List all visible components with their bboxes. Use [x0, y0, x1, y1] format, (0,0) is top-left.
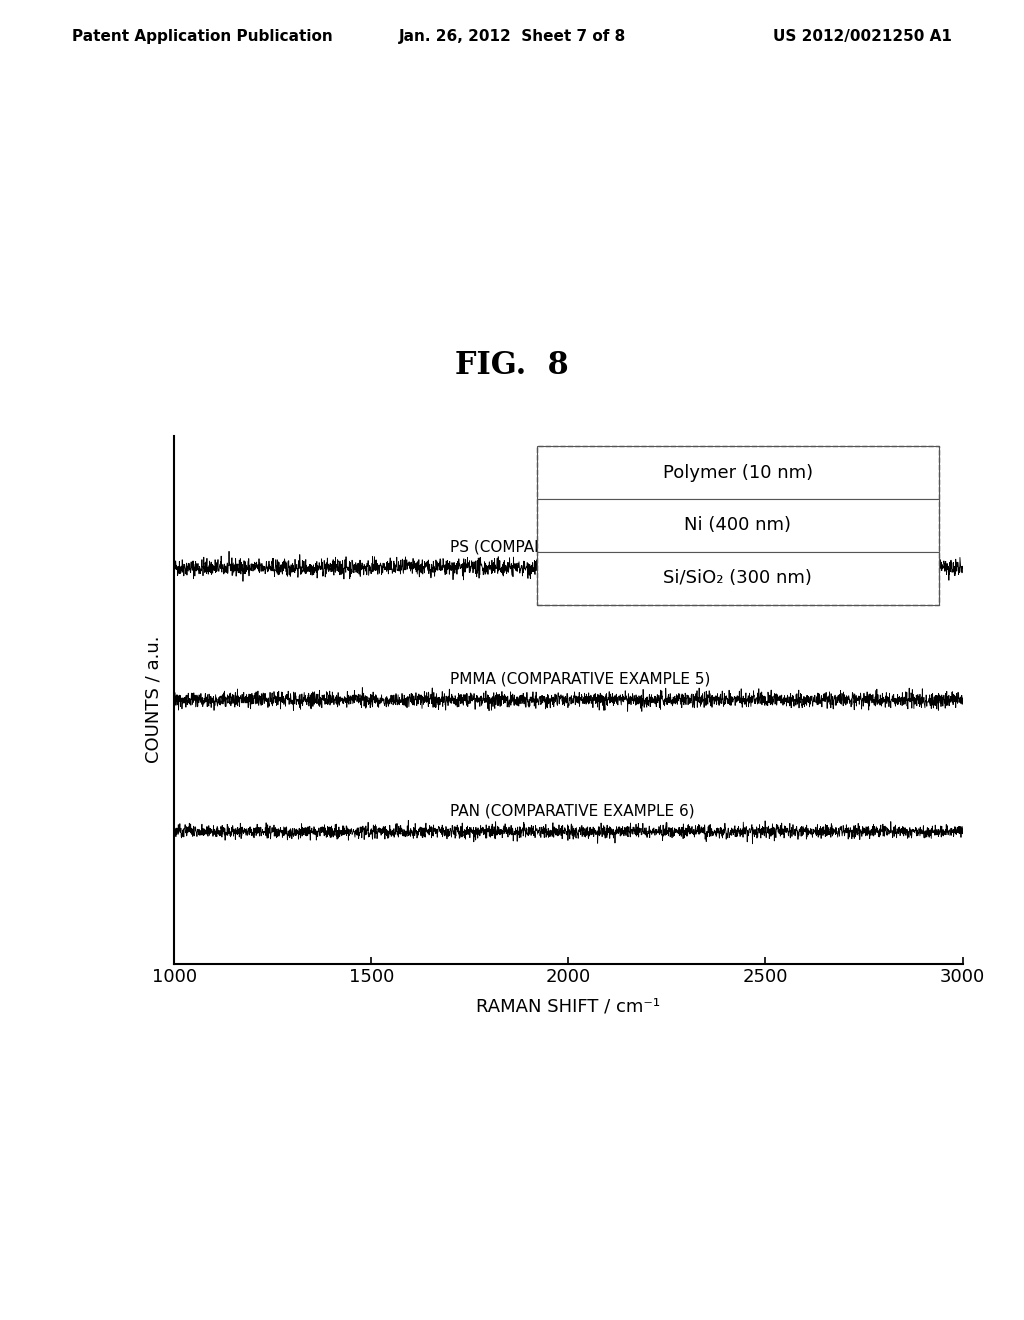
Text: US 2012/0021250 A1: US 2012/0021250 A1	[773, 29, 952, 44]
Text: PMMA (COMPARATIVE EXAMPLE 5): PMMA (COMPARATIVE EXAMPLE 5)	[451, 672, 711, 686]
Text: Polymer (10 nm): Polymer (10 nm)	[663, 463, 813, 482]
Text: Jan. 26, 2012  Sheet 7 of 8: Jan. 26, 2012 Sheet 7 of 8	[398, 29, 626, 44]
Bar	[537, 499, 939, 552]
Text: Patent Application Publication: Patent Application Publication	[72, 29, 333, 44]
Text: Si/SiO₂ (300 nm): Si/SiO₂ (300 nm)	[664, 569, 812, 587]
Y-axis label: COUNTS / a.u.: COUNTS / a.u.	[145, 636, 163, 763]
Bar	[537, 446, 939, 499]
Text: PS (COMPARATIVE EXAMPLE 4): PS (COMPARATIVE EXAMPLE 4)	[451, 540, 684, 554]
X-axis label: RAMAN SHIFT / cm⁻¹: RAMAN SHIFT / cm⁻¹	[476, 998, 660, 1015]
Text: PAN (COMPARATIVE EXAMPLE 6): PAN (COMPARATIVE EXAMPLE 6)	[451, 804, 694, 818]
Text: Ni (400 nm): Ni (400 nm)	[684, 516, 792, 535]
Bar	[537, 552, 939, 605]
Bar	[537, 446, 939, 605]
Text: FIG.  8: FIG. 8	[455, 350, 569, 380]
